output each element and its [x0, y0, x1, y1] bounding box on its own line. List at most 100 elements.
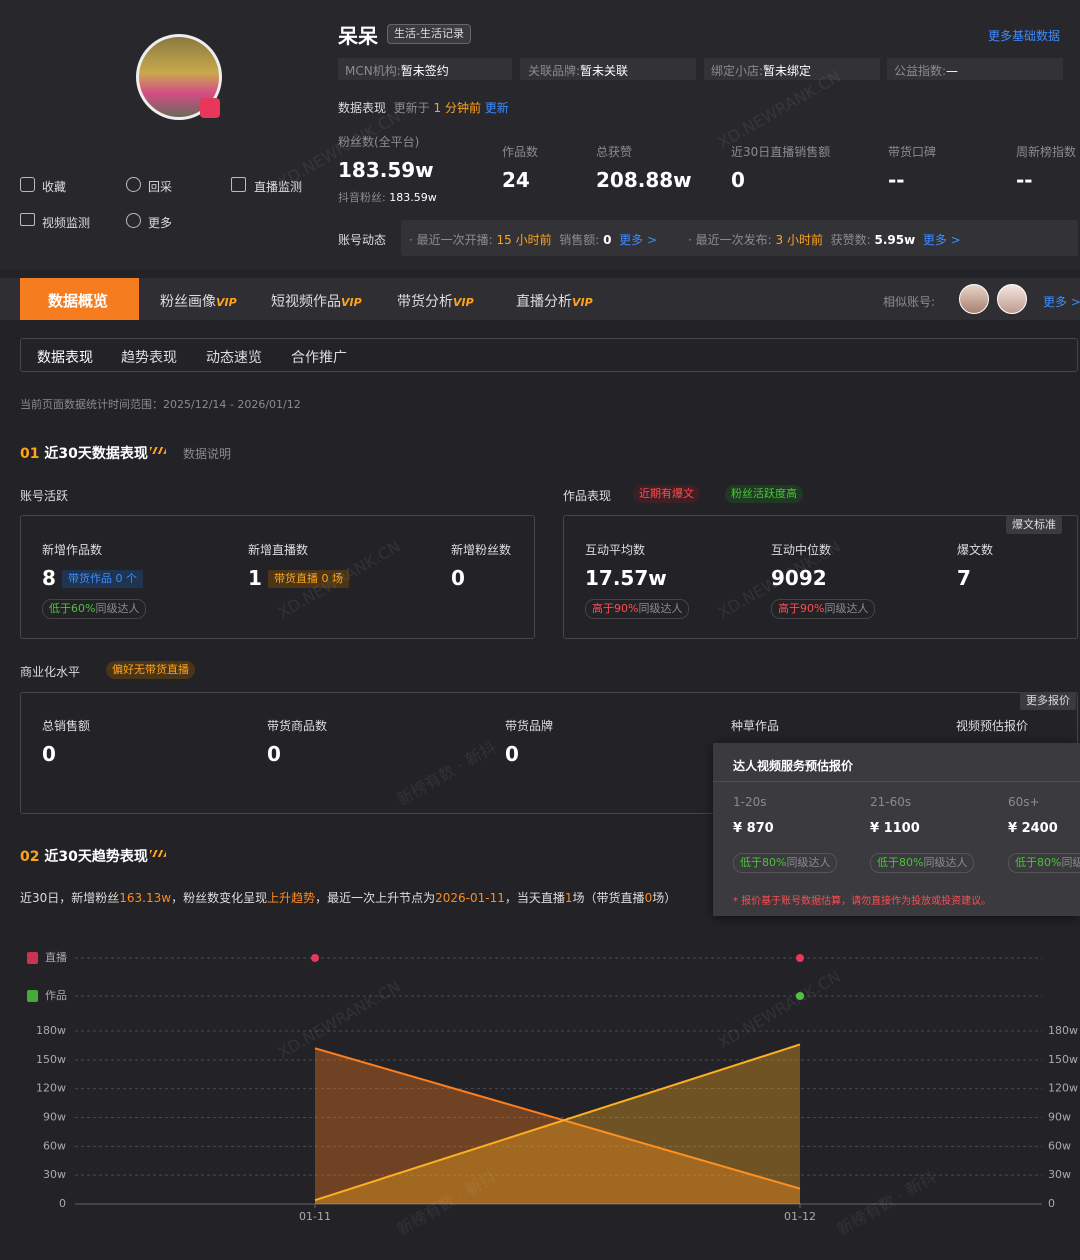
metric-label: 种草作品: [731, 719, 780, 733]
stat-label: 作品数: [502, 145, 539, 159]
y2-tick-label: 0: [1048, 1197, 1055, 1210]
stat-label: 带货口碑: [888, 145, 937, 159]
event-dot: [796, 992, 804, 1000]
account-name: 呆呆: [338, 24, 378, 48]
card: [563, 515, 1078, 639]
compare-peer: 同级达人: [923, 856, 968, 869]
tab-bar: [0, 278, 1080, 320]
activity-label: 账号动态: [338, 233, 387, 247]
action-favorite[interactable]: 收藏: [42, 180, 67, 194]
metric-value: 9092: [771, 566, 827, 590]
subtab[interactable]: 合作推广: [291, 350, 347, 366]
event-icon: [27, 952, 38, 964]
summary: 近30日，新增粉丝163.13w，粉丝数变化呈现上升趋势，最近一次上升节点为20…: [20, 889, 676, 906]
event-icon: [27, 990, 38, 1002]
x-tick-label: 01-11: [299, 1210, 331, 1223]
y2-tick-label: 120w: [1048, 1082, 1078, 1095]
quote-price: ¥ 1100: [870, 821, 920, 836]
x-tick-label: 01-12: [784, 1210, 816, 1223]
tab[interactable]: 粉丝画像VIP: [160, 291, 237, 311]
info-box: [520, 58, 696, 80]
activity-metric: 获赞数:: [830, 233, 871, 247]
quote-price: ¥ 2400: [1008, 821, 1058, 836]
activity-prefix: · 最近一次开播:: [409, 233, 493, 247]
category-tag[interactable]: 生活-生活记录: [387, 24, 471, 44]
corner-tag[interactable]: 爆文标准: [1006, 516, 1062, 534]
icon: [126, 177, 141, 192]
event-label: 作品: [45, 989, 67, 1002]
action-collect[interactable]: 回采: [148, 180, 173, 194]
action-more[interactable]: 更多: [148, 216, 173, 230]
y-tick-label: 180w: [36, 1024, 66, 1037]
stat-value: 208.88w: [596, 168, 692, 192]
more-link[interactable]: 更多 >: [922, 233, 961, 247]
subtab-bar: [20, 338, 1078, 372]
action-live-monitor[interactable]: 直播监测: [254, 180, 303, 194]
metric-value: 17.57w: [585, 566, 667, 590]
compare-peer: 同级达人: [1061, 856, 1080, 869]
tab-text: 带货分析: [397, 294, 453, 310]
compare-peer: 同级达人: [638, 602, 683, 615]
stat-label: 粉丝数(全平台): [338, 135, 420, 149]
tab-text: 直播分析: [516, 294, 572, 310]
subtab[interactable]: 趋势表现: [121, 350, 177, 366]
y-tick-label: 120w: [36, 1082, 66, 1095]
vip-tag: VIP: [341, 296, 362, 309]
compare-level: 低于80%: [877, 856, 924, 869]
compare-level: 高于90%: [592, 602, 639, 615]
metric-label: 互动平均数: [585, 543, 646, 557]
summary-part: 场（带货直播: [572, 891, 645, 905]
y-tick-label: 0: [59, 1197, 66, 1210]
tab[interactable]: 短视频作品VIP: [271, 291, 362, 311]
metric-label: 新增作品数: [42, 543, 103, 557]
subtab[interactable]: 数据表现: [37, 350, 93, 366]
compare-pill: 低于80%同级达人: [1008, 853, 1080, 873]
summary-part: 0: [644, 891, 653, 905]
douyin-label: 抖音粉丝:: [338, 191, 386, 204]
similar-avatar[interactable]: [959, 284, 989, 314]
metric-label: 带货品牌: [505, 719, 554, 733]
tab[interactable]: 数据概览: [48, 292, 109, 310]
explain-link[interactable]: 数据说明: [183, 447, 232, 461]
section-num: 01: [20, 446, 40, 462]
corner-tag[interactable]: 更多报价: [1020, 692, 1076, 710]
metric-label: 视频预估报价: [956, 719, 1029, 733]
updated-time: 1 分钟前: [433, 101, 481, 115]
compare-level: 低于80%: [1015, 856, 1062, 869]
action-video-monitor[interactable]: 视频监测: [42, 216, 91, 230]
vip-tag: VIP: [216, 296, 237, 309]
perf-label: 数据表现: [338, 101, 387, 115]
bullet-text: 账号活跃: [20, 489, 69, 503]
info-value: 暂未关联: [580, 64, 629, 78]
metric-value: 8: [42, 566, 56, 590]
metric-value: 0: [267, 742, 281, 766]
activity-metric: 销售额:: [559, 233, 600, 247]
metric-label: 互动中位数: [771, 543, 832, 557]
similar-more[interactable]: 更多 >: [1043, 295, 1080, 309]
info-box: [887, 58, 1063, 80]
area: [315, 1048, 800, 1204]
metric-value: 0: [451, 566, 465, 590]
info-box: [704, 58, 880, 80]
line: [314, 1043, 801, 1202]
more-link[interactable]: 更多 >: [619, 233, 657, 247]
activity-prefix: · 最近一次发布:: [688, 233, 772, 247]
tab[interactable]: 带货分析VIP: [397, 291, 474, 311]
metric-label: 新增粉丝数: [451, 543, 512, 557]
more-basic-link[interactable]: 更多基础数据: [988, 29, 1061, 43]
metric-label: 总销售额: [42, 719, 91, 733]
subtab[interactable]: 动态速览: [206, 350, 262, 366]
stat-value: 183.59w: [338, 158, 434, 182]
qr-badge[interactable]: [200, 98, 220, 118]
compare-pill: 高于90%同级达人: [771, 599, 876, 619]
summary-part: 2026-01-11: [435, 891, 505, 905]
metric-label: 带货商品数: [267, 719, 328, 733]
compare-pill: 低于80%同级达人: [733, 853, 838, 873]
similar-avatar[interactable]: [997, 284, 1027, 314]
compare-level: 高于90%: [778, 602, 825, 615]
summary-part: 上升趋势: [267, 891, 316, 905]
summary-part: 场）: [652, 891, 677, 905]
compare-level: 低于60%: [49, 602, 96, 615]
refresh-link[interactable]: 更新: [484, 101, 509, 115]
tab[interactable]: 直播分析VIP: [516, 291, 593, 311]
